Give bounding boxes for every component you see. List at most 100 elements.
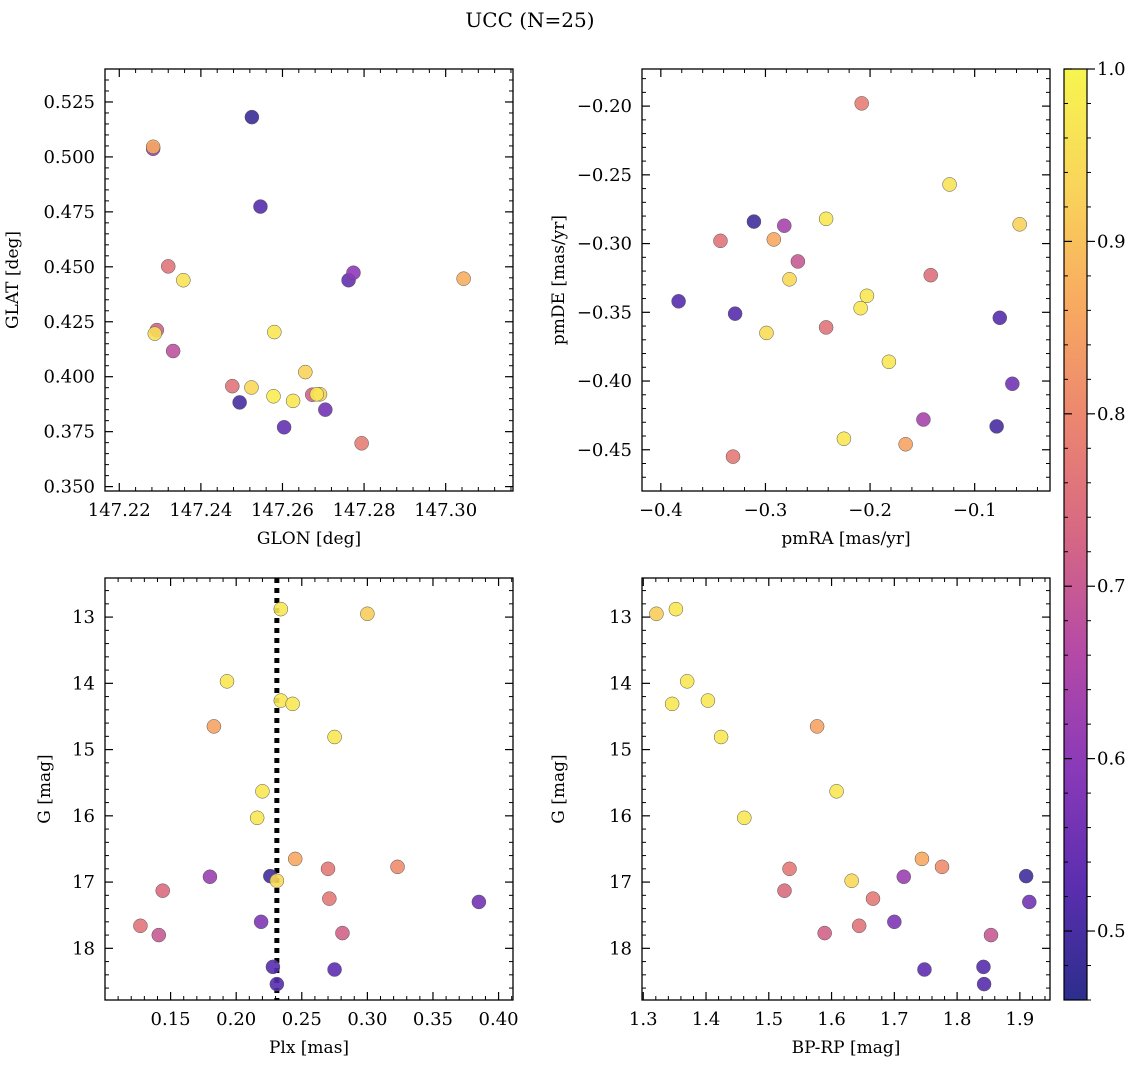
data-point (253, 199, 268, 214)
y-tick-label: 14 (72, 673, 95, 694)
data-point (276, 420, 292, 435)
data-point (746, 214, 762, 229)
data-point (219, 674, 235, 689)
data-point (989, 419, 1004, 434)
x-tick-label: 147.28 (333, 500, 396, 521)
y-tick-label: 0.350 (43, 477, 95, 498)
x-axis-label: pmRA [mas/yr] (781, 529, 910, 549)
x-tick-label: 1.4 (692, 1009, 721, 1030)
data-point (354, 436, 369, 451)
data-point (859, 288, 875, 304)
y-tick-label: −0.20 (577, 96, 632, 117)
panel-pmra-pmde: −0.4 −0.3 −0.2 −0.1 −0.45 −0.40 −0.35 −0.30 −0.2… (549, 68, 1051, 549)
data-point (942, 177, 957, 192)
data-point (817, 925, 832, 941)
y-axis-label: GLAT [deg] (3, 231, 23, 329)
data-point (829, 784, 844, 799)
data-point (327, 962, 342, 977)
y-tick-label: 0.400 (43, 367, 95, 388)
colorbar: 0.5 0.6 0.7 0.8 0.9 1.0 (1063, 59, 1126, 1001)
y-tick-label: 15 (609, 740, 632, 761)
axes-frame (104, 577, 514, 1001)
data-point (992, 310, 1008, 326)
data-point (1005, 376, 1020, 392)
data-point (253, 914, 269, 930)
data-point (818, 211, 834, 227)
x-tick-label: 1.8 (943, 1009, 972, 1030)
data-point (727, 306, 743, 321)
data-point (1022, 894, 1037, 910)
panel-plx-g: 0.15 0.20 0.25 0.30 0.35 0.40 13 14 15 16 17 18 Plx … (35, 577, 519, 1058)
data-point (649, 606, 664, 622)
panel-bprp-g: 1.3 1.4 1.5 1.6 1.7 1.8 1.9 13 14 15 16 17 18 BP-RP [… (549, 577, 1051, 1058)
data-point (225, 378, 240, 394)
data-point (777, 883, 792, 898)
data-point (266, 389, 281, 404)
y-tick-label: 0.475 (43, 202, 95, 223)
panel-glon-glat: 147.22 147.24 147.26 147.28 147.30 0.350 0.375… (3, 68, 514, 549)
data-point (309, 387, 325, 402)
colorbar-gradient (1063, 68, 1088, 1001)
y-axis-label: pmDE [mas/yr] (549, 215, 569, 345)
y-tick-label: −0.45 (577, 440, 632, 461)
data-point (844, 873, 859, 889)
data-point (713, 729, 729, 745)
figure-title: UCC (N=25) (465, 8, 594, 32)
y-tick-label: 17 (609, 872, 632, 893)
data-point (790, 254, 806, 269)
x-tick-label: 0.20 (216, 1009, 256, 1030)
colorbar-tick-label: 0.9 (1097, 231, 1126, 252)
colorbar-tick-label: 0.8 (1097, 404, 1126, 425)
data-point (896, 869, 911, 885)
data-point (759, 325, 774, 341)
x-tick-label: 0.25 (282, 1009, 322, 1030)
y-tick-label: 14 (609, 673, 632, 694)
data-point (318, 402, 333, 417)
data-point (934, 859, 950, 875)
data-point (976, 976, 992, 992)
data-point (151, 927, 167, 943)
data-point (267, 324, 282, 340)
data-point (147, 326, 163, 341)
y-tick-label: 17 (72, 872, 95, 893)
x-tick-label: 147.26 (251, 500, 314, 521)
data-point (255, 784, 270, 799)
y-tick-label: 16 (72, 806, 95, 827)
data-point (471, 894, 487, 910)
x-tick-label: 0.40 (479, 1009, 519, 1030)
x-tick-label: 1.5 (754, 1009, 783, 1030)
x-tick-label: 147.22 (88, 500, 151, 521)
y-tick-label: 18 (72, 938, 95, 959)
colorbar-tick-label: 1.0 (1097, 59, 1126, 80)
x-tick-label: 147.30 (414, 500, 477, 521)
data-point (809, 719, 825, 734)
x-axis-label: Plx [mas] (269, 1038, 349, 1058)
data-point (668, 601, 684, 617)
x-tick-label: −0.4 (639, 500, 683, 521)
data-point (244, 109, 260, 125)
data-point (456, 271, 471, 286)
data-point (782, 861, 797, 877)
data-point (777, 218, 792, 233)
data-point (916, 412, 931, 427)
y-tick-label: 15 (72, 740, 95, 761)
data-point (165, 343, 181, 359)
data-point (671, 294, 686, 309)
data-point (202, 869, 218, 885)
data-point (160, 259, 176, 274)
y-tick-label: 18 (609, 938, 632, 959)
y-tick-label: 0.500 (43, 147, 95, 168)
colorbar-tick-label: 0.5 (1097, 921, 1126, 942)
data-point (976, 959, 991, 975)
data-point (854, 96, 869, 111)
axes-frame (104, 68, 514, 492)
x-tick-label: −0.2 (848, 500, 892, 521)
data-point (679, 674, 695, 689)
data-point (176, 272, 191, 288)
data-point (287, 851, 303, 867)
data-point (360, 606, 375, 622)
data-point (851, 918, 867, 934)
data-point (782, 272, 797, 287)
data-point (881, 354, 897, 370)
